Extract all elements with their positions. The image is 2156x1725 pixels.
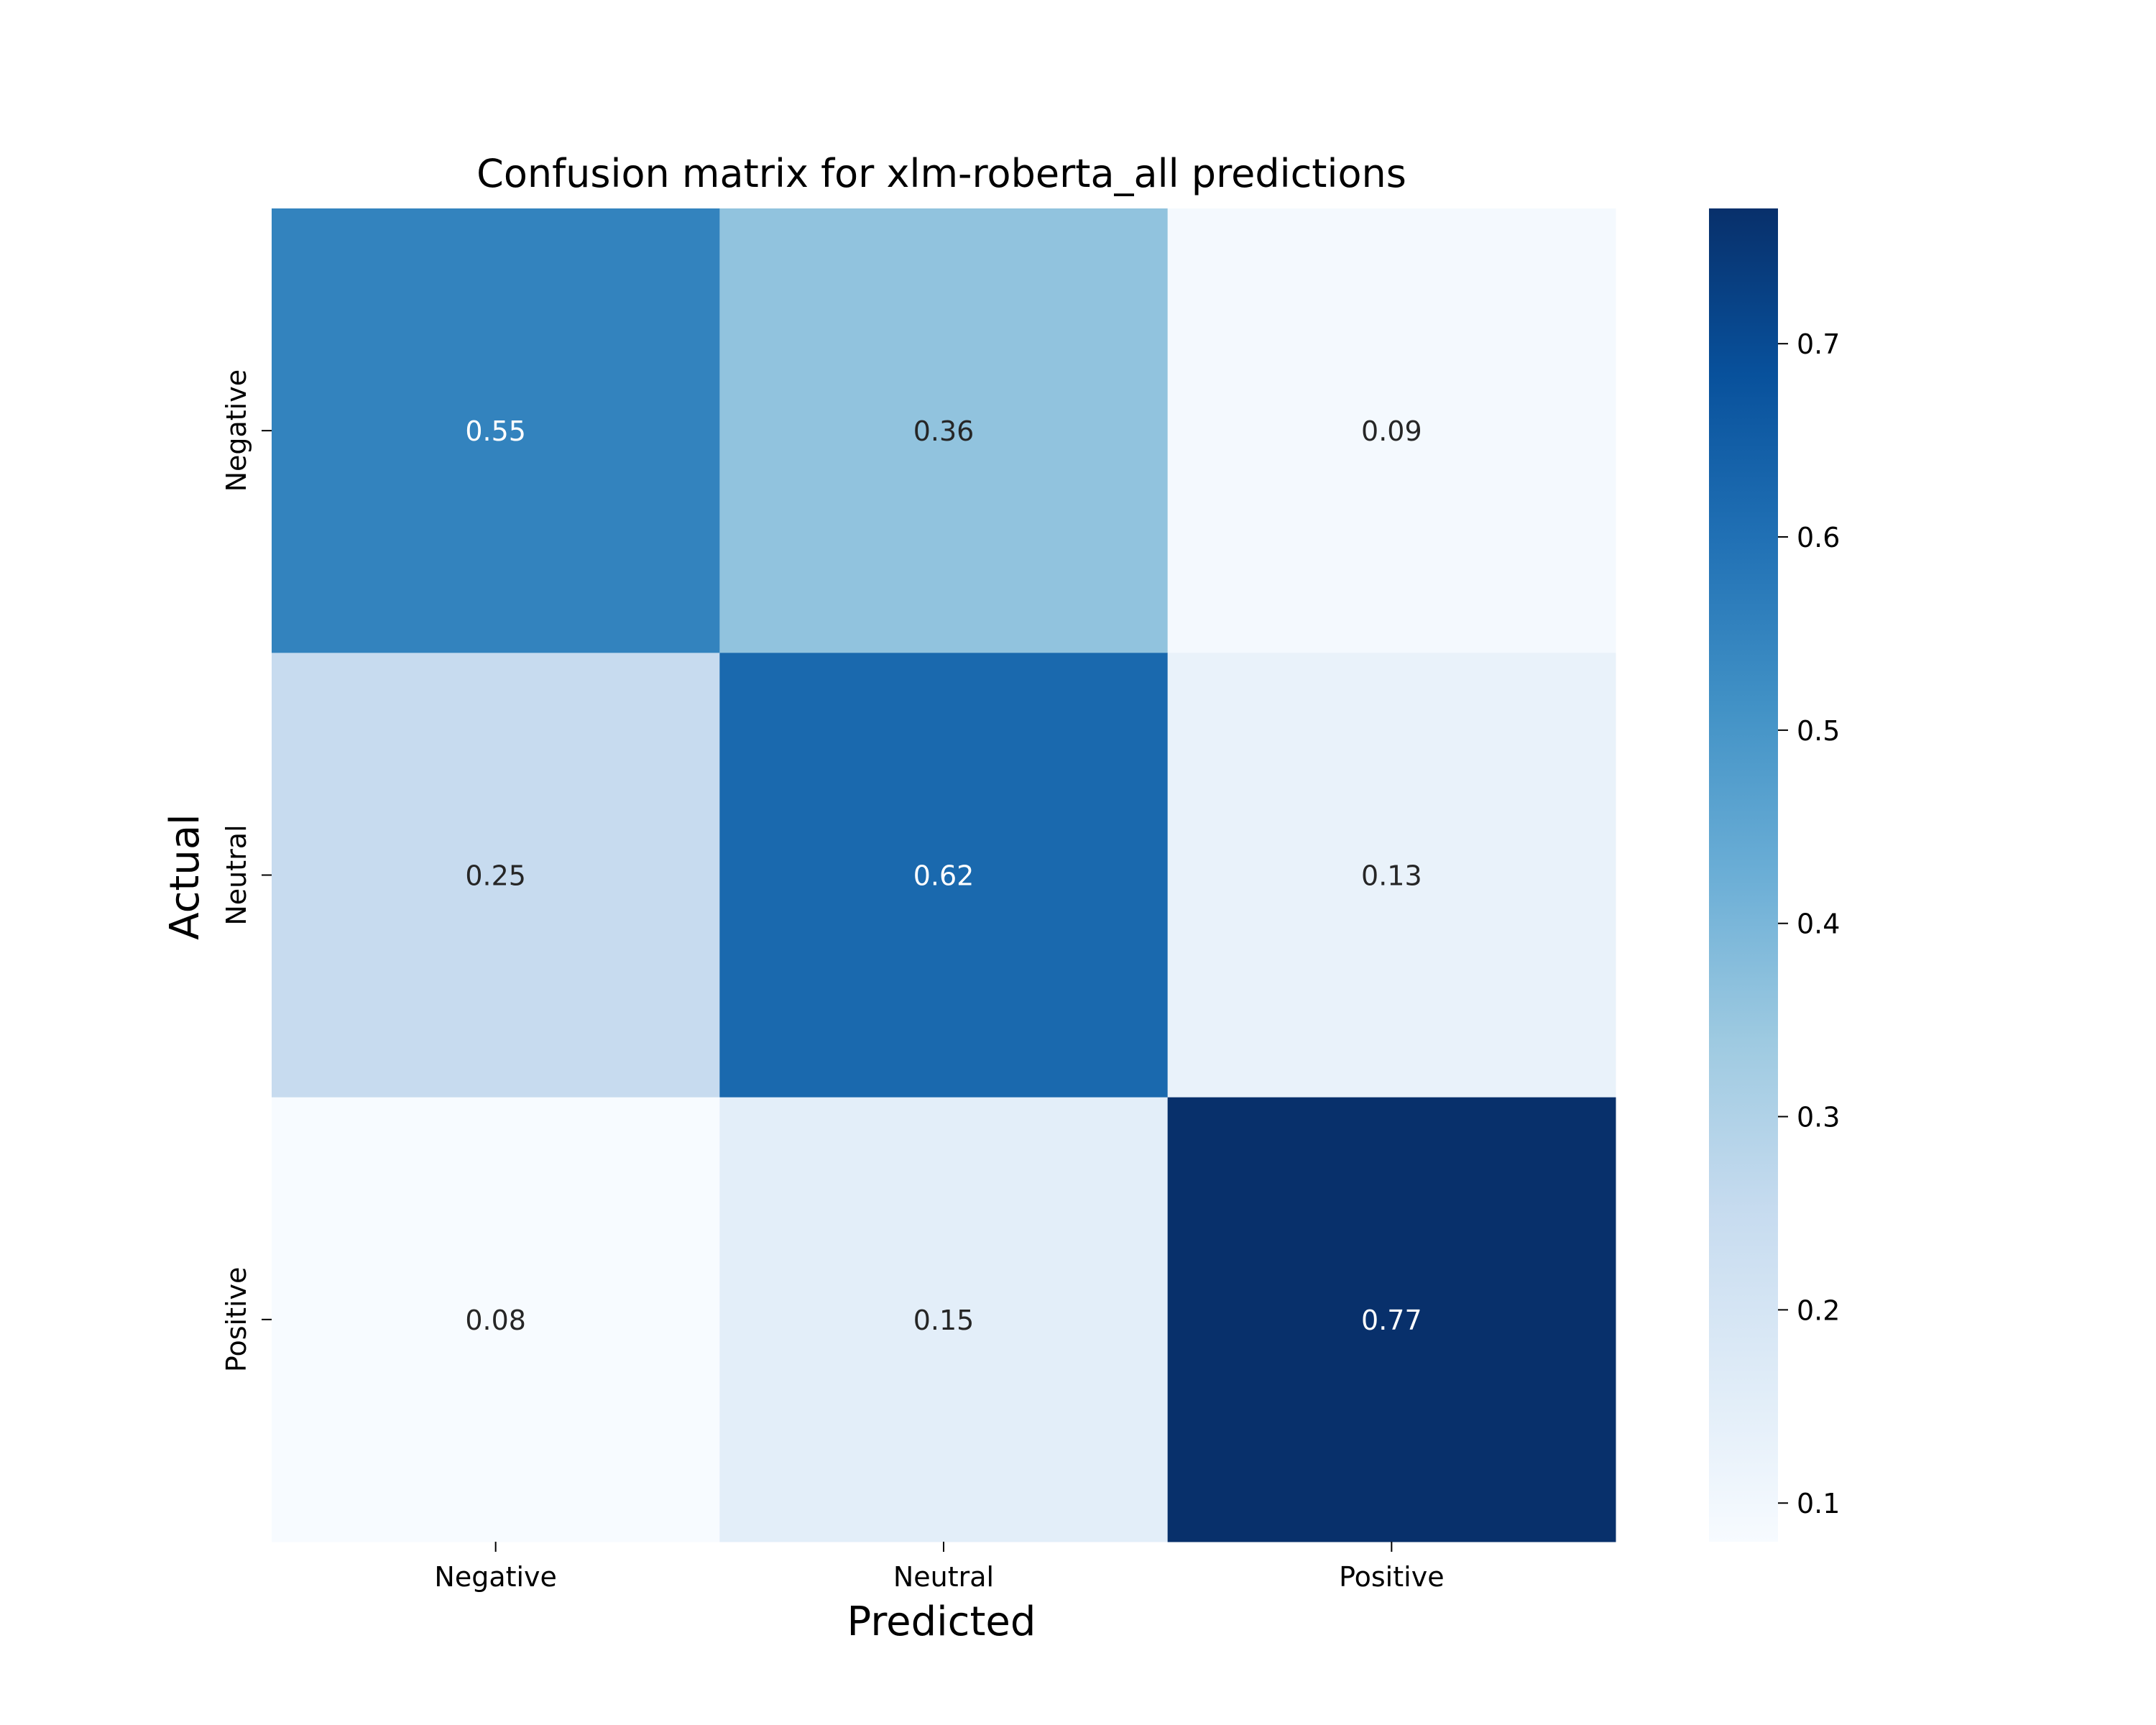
heatmap-cell-3-1 <box>272 1097 720 1542</box>
x-tick-label: Neutral <box>893 1561 994 1593</box>
colorbar-tick-label: 0.2 <box>1797 1294 1840 1326</box>
x-tick-label: Negative <box>434 1561 557 1593</box>
cell-value-label: 0.08 <box>465 1305 526 1336</box>
cell-value-label: 0.09 <box>1361 415 1422 447</box>
heatmap-cell-2-1 <box>272 653 720 1098</box>
heatmap-cell-2-3 <box>1167 653 1616 1098</box>
x-tick-label: Positive <box>1339 1561 1445 1593</box>
heatmap-cells <box>272 208 1616 1542</box>
heatmap-cell-3-3 <box>1167 1097 1616 1542</box>
colorbar-tick-label: 0.6 <box>1797 522 1840 553</box>
y-axis: Negative Neutral Positive <box>221 369 272 1372</box>
colorbar: 0.1 0.2 0.3 0.4 0.5 0.6 0.7 <box>1709 208 1840 1542</box>
heatmap-cell-1-1 <box>272 208 720 653</box>
colorbar-tick-label: 0.3 <box>1797 1102 1840 1133</box>
colorbar-tick-label: 0.5 <box>1797 715 1840 747</box>
cell-value-label: 0.36 <box>913 415 975 447</box>
heatmap-cell-1-2 <box>719 208 1169 653</box>
cell-value-label: 0.25 <box>465 860 526 892</box>
heatmap-cell-labels: 0.55 0.36 0.09 0.25 0.62 0.13 0.08 0.15 0.77 <box>465 415 1422 1336</box>
chart-title: Confusion matrix for xlm-roberta_all pre… <box>476 151 1406 196</box>
colorbar-gradient <box>1709 208 1778 1542</box>
heatmap-cell-3-2 <box>719 1097 1169 1542</box>
cell-value-label: 0.55 <box>465 415 526 447</box>
y-tick-label: Neutral <box>221 824 252 925</box>
x-axis: Negative Neutral Positive <box>434 1542 1445 1593</box>
cell-value-label: 0.15 <box>913 1305 975 1336</box>
colorbar-tick-label: 0.4 <box>1797 908 1840 940</box>
heatmap-cell-1-3 <box>1167 208 1616 653</box>
cell-value-label: 0.13 <box>1361 860 1422 892</box>
y-tick-label: Negative <box>221 369 252 492</box>
colorbar-tick-label: 0.7 <box>1797 328 1840 360</box>
cell-value-label: 0.77 <box>1361 1305 1422 1336</box>
colorbar-tick-label: 0.1 <box>1797 1488 1840 1519</box>
heatmap-cell-2-2 <box>719 653 1169 1098</box>
x-axis-label: Predicted <box>847 1598 1036 1645</box>
cell-value-label: 0.62 <box>913 860 975 892</box>
y-tick-label: Positive <box>221 1267 252 1373</box>
y-axis-label: Actual <box>162 814 208 939</box>
